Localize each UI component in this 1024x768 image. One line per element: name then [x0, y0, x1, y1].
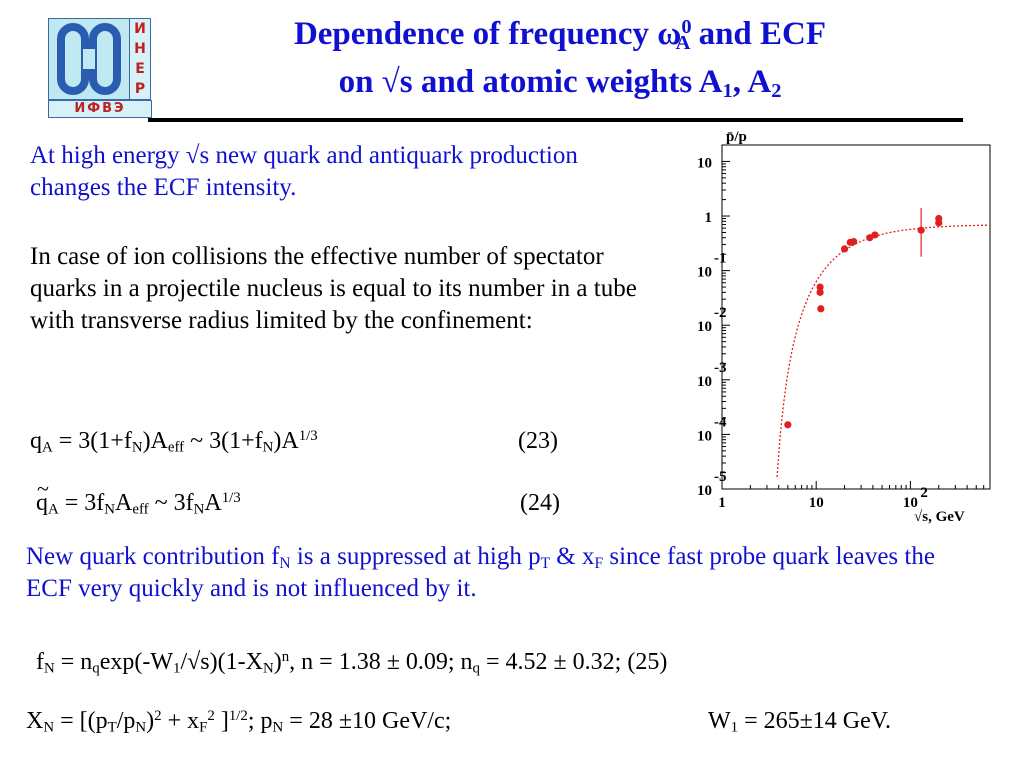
- data-point: [871, 231, 879, 239]
- data-point: [816, 283, 824, 291]
- logo-letter: Н: [134, 41, 146, 57]
- title-divider: [148, 118, 963, 122]
- y-tick-exponent: -3: [714, 360, 727, 376]
- y-tick-exponent: -1: [714, 251, 727, 267]
- logo-emblem: [48, 18, 130, 100]
- x-tick-exponent: 2: [920, 485, 928, 501]
- y-tick-exponent: -4: [714, 414, 727, 430]
- x-axis-label: √s, GeV: [914, 509, 965, 525]
- y-tick-label: 10: [697, 374, 712, 390]
- data-point: [917, 226, 925, 234]
- logo-letter: И: [134, 21, 146, 37]
- pbar-p-ratio-chart: 10 1 10 -1 10 -2 10 -3 10 -4 10 -5 1 10 10 2 p̄/p √s, G…: [670, 125, 1000, 530]
- equation-25: fN = nqexp(-W1/√s)(1-XN)n, n = 1.38 ± 0.…: [36, 648, 668, 677]
- fit-curve: [776, 224, 990, 478]
- y-axis-label: p̄/p: [726, 129, 747, 145]
- paragraph-high-energy: At high energy √s new quark and antiquar…: [30, 142, 578, 201]
- equation-w1: W1 = 265±14 GeV.: [708, 708, 892, 736]
- equation-24: qA = 3fNAeff ~ 3fNA1/3: [36, 474, 241, 518]
- y-tick-label: 10: [697, 155, 712, 171]
- ihep-logo: И Н Е Р ИФВЭ: [48, 18, 152, 118]
- logo-letter: Р: [134, 81, 146, 97]
- paragraph-new-quark: New quark contribution fN is a suppresse…: [26, 543, 935, 602]
- paragraph-ion-collisions: In case of ion collisions the effective …: [30, 243, 637, 334]
- y-tick-label: 1: [705, 210, 713, 226]
- data-point: [850, 238, 858, 246]
- data-point: [816, 288, 824, 296]
- y-tick-exponent: -5: [714, 469, 727, 485]
- equation-23-number: (23): [518, 428, 558, 454]
- equation-24-number: (24): [520, 490, 560, 516]
- equation-xn: XN = [(pT/pN)2 + xF2 ]1/2; pN = 28 ±10 G…: [26, 707, 452, 736]
- x-tick-label: 1: [718, 495, 726, 511]
- y-tick-label: 10: [697, 483, 712, 499]
- y-tick-exponent: -2: [714, 305, 727, 321]
- y-tick-label: 10: [697, 265, 712, 281]
- data-point: [840, 245, 849, 253]
- data-point: [935, 214, 943, 223]
- title-line-2: on √s and atomic weights A1, A2: [338, 64, 782, 103]
- logo-letter: Е: [135, 61, 145, 77]
- data-point: [817, 305, 825, 313]
- logo-bottom-text: ИФВЭ: [48, 100, 152, 118]
- y-tick-label: 10: [697, 428, 712, 444]
- data-point: [784, 421, 792, 429]
- title-line-1: Dependence of frequency ω0A and ECF: [293, 15, 827, 55]
- equation-23: qA = 3(1+fN)Aeff ~ 3(1+fN)A1/3: [30, 427, 318, 456]
- x-tick-label: 10: [809, 495, 824, 511]
- plot-frame: [721, 144, 991, 490]
- x-tick-label: 10: [903, 495, 918, 511]
- logo-side-letters: И Н Е Р: [129, 18, 151, 100]
- y-tick-label: 10: [697, 319, 712, 335]
